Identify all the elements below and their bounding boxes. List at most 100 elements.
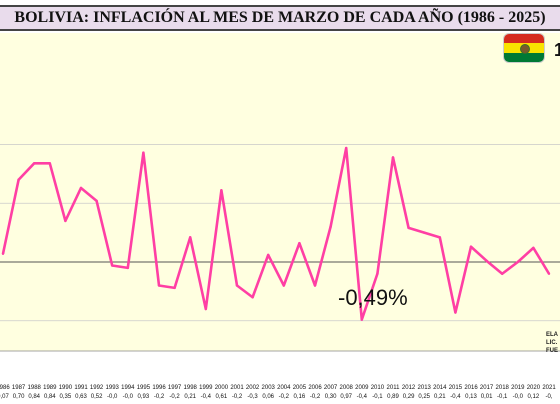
flag-stripe-red <box>504 34 544 44</box>
value-label: 0,01 <box>481 394 493 400</box>
x-tick-label: 2018 <box>496 385 510 391</box>
data-point-2012 <box>407 226 410 230</box>
value-label: 0,12 <box>528 394 540 400</box>
data-point-2017 <box>485 259 488 263</box>
data-point-2007 <box>329 225 332 228</box>
data-point-2003 <box>267 253 270 257</box>
x-tick-label: 2014 <box>433 385 447 391</box>
value-label: -0,4 <box>357 394 368 400</box>
value-label: -0,2 <box>232 394 243 400</box>
flag-stripe-green <box>504 52 544 62</box>
value-label: 0,52 <box>91 394 103 400</box>
data-point-2018 <box>501 272 504 275</box>
x-tick-label: 1990 <box>59 385 73 391</box>
value-label: 0,06 <box>262 394 274 400</box>
x-tick-label: 2010 <box>371 385 385 391</box>
x-tick-label: 1998 <box>184 385 198 391</box>
value-label: -0,3 <box>247 394 258 400</box>
x-tick-label: 2016 <box>464 385 478 391</box>
value-label: 0,35 <box>60 394 72 400</box>
x-tick-label: 2008 <box>340 385 354 391</box>
data-point-2019 <box>516 260 519 264</box>
data-point-2014 <box>438 236 441 239</box>
data-point-2013 <box>423 231 426 234</box>
data-point-1987 <box>17 178 20 181</box>
data-point-1997 <box>173 286 176 290</box>
value-label: 0,21 <box>434 394 446 400</box>
x-tick-label: 1994 <box>121 385 135 391</box>
data-point-1990 <box>64 219 67 223</box>
bolivia-flag-icon <box>504 34 544 62</box>
data-point-1993 <box>111 264 114 267</box>
value-label: 0,16 <box>294 394 306 400</box>
x-tick-label: 2002 <box>246 385 260 391</box>
value-label: -0,1 <box>497 394 508 400</box>
value-label: 0,97 <box>340 394 352 400</box>
value-label: -0,4 <box>450 394 461 400</box>
value-label: 0,61 <box>216 394 228 400</box>
value-label: 0,84 <box>44 394 56 400</box>
data-point-2016 <box>469 245 473 248</box>
credit-line: LIC. <box>546 340 558 346</box>
x-tick-label: 2020 <box>527 385 541 391</box>
value-label: -0,0 <box>513 394 524 400</box>
data-point-2011 <box>391 156 395 159</box>
data-point-2001 <box>235 284 239 287</box>
data-point-1994 <box>126 266 129 270</box>
chart-title: BOLIVIA: INFLACIÓN AL MES DE MARZO DE CA… <box>0 5 560 31</box>
x-tick-label: 1992 <box>90 385 104 391</box>
value-label: 0,07 <box>0 394 9 400</box>
data-point-1996 <box>157 284 161 287</box>
x-tick-label: 2021 <box>542 385 556 391</box>
value-label: -0,0 <box>123 394 134 400</box>
x-tick-label: 2000 <box>215 385 229 391</box>
corner-mark: 1 <box>554 40 560 60</box>
x-tick-label: 2007 <box>324 385 338 391</box>
value-label: -0,0 <box>107 394 118 400</box>
value-label: 0,29 <box>403 394 415 400</box>
value-label: -0,1 <box>372 394 383 400</box>
flag-emblem-icon <box>520 44 530 54</box>
min-value-callout: -0,49% <box>338 285 408 310</box>
x-tick-label: 1999 <box>199 385 213 391</box>
data-point-2000 <box>220 189 223 192</box>
value-label: 0,25 <box>418 394 430 400</box>
data-point-2020 <box>532 246 535 250</box>
value-label: -0,2 <box>169 394 180 400</box>
x-tick-label: 2001 <box>230 385 244 391</box>
x-tick-label: 2017 <box>480 385 494 391</box>
value-label: 0,70 <box>13 394 25 400</box>
x-tick-label: 1996 <box>152 385 166 391</box>
x-tick-label: 1991 <box>74 385 88 391</box>
value-label: -0, <box>545 394 552 400</box>
x-tick-label: 1995 <box>137 385 151 391</box>
x-tick-label: 1988 <box>28 385 42 391</box>
x-tick-label: 1993 <box>106 385 120 391</box>
data-point-2004 <box>282 284 285 287</box>
value-label: 0,63 <box>75 394 87 400</box>
x-tick-label: 2011 <box>387 385 401 391</box>
x-tick-label: 2003 <box>262 385 276 391</box>
data-point-1988 <box>33 162 36 165</box>
value-label: 0,89 <box>387 394 399 400</box>
plot-area <box>0 33 560 351</box>
x-tick-label: 1987 <box>12 385 26 391</box>
x-tick-label: 2019 <box>511 385 525 391</box>
value-label: 0,13 <box>465 394 477 400</box>
inflation-series-line <box>1 146 551 321</box>
data-point-1992 <box>95 199 98 203</box>
data-point-1989 <box>48 162 51 165</box>
x-tick-label: 2013 <box>418 385 432 391</box>
value-label: -0,4 <box>201 394 212 400</box>
value-label: -0,2 <box>154 394 165 400</box>
x-tick-label: 2009 <box>355 385 369 391</box>
data-point-2005 <box>298 242 301 245</box>
credits-block: ELA LIC. FUE <box>546 331 558 355</box>
value-label: 0,30 <box>325 394 337 400</box>
x-tick-label: 1989 <box>43 385 57 391</box>
x-tick-label: 2012 <box>402 385 416 391</box>
value-label: -0,2 <box>279 394 290 400</box>
data-point-2009 <box>360 318 363 321</box>
